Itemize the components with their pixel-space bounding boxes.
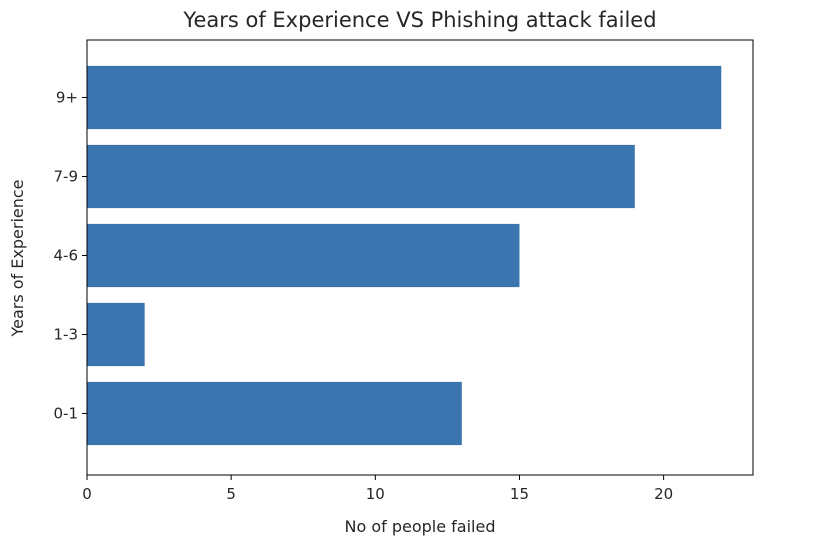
y-tick-label: 1-3 [54, 326, 79, 344]
x-axis-label: No of people failed [345, 517, 496, 536]
x-tick-label: 10 [366, 485, 385, 503]
bar-1-3 [87, 302, 145, 367]
y-tick-label: 4-6 [54, 247, 79, 265]
bar-9+ [87, 65, 722, 130]
x-tick-label: 15 [510, 485, 529, 503]
x-tick-label: 5 [226, 485, 236, 503]
x-tick-label: 0 [82, 485, 92, 503]
y-tick-label: 7-9 [54, 168, 79, 186]
y-tick-label: 0-1 [54, 405, 79, 423]
y-ticks: 0-1 1-3 4-6 7-9 9+ [54, 89, 87, 423]
bars-layer [87, 65, 722, 446]
y-axis-label: Years of Experience [8, 179, 27, 337]
bar-0-1 [87, 381, 462, 446]
y-tick-label: 9+ [56, 89, 78, 107]
x-tick-label: 20 [654, 485, 673, 503]
bar-7-9 [87, 144, 635, 209]
bar-4-6 [87, 223, 520, 288]
x-ticks: 0 5 10 15 20 [82, 475, 673, 503]
plot-frame [86, 39, 754, 476]
chart-title: Years of Experience VS Phishing attack f… [182, 8, 656, 32]
